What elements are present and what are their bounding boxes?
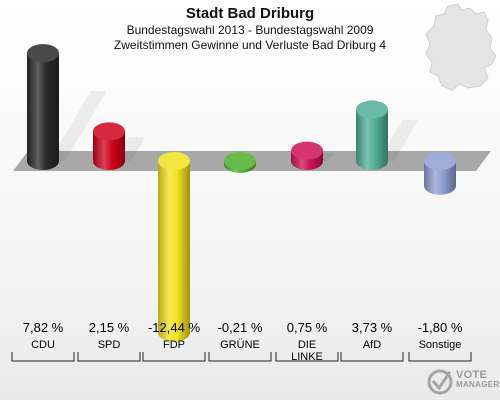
category-bracket (408, 352, 472, 362)
category-label-cdu: CDU (31, 339, 55, 351)
bar-cdu (27, 44, 107, 170)
bar-sonstige (424, 152, 456, 195)
category-bracket (142, 352, 206, 362)
category-label-sonstige: Sonstige (419, 339, 462, 351)
category-label-afd: AfD (363, 339, 381, 351)
value-label-sonstige: -1,80 % (418, 320, 463, 335)
bar-gruene (224, 152, 256, 173)
category-bracket (340, 352, 404, 362)
category-bracket (275, 352, 339, 362)
logo-line-1: VOTE (456, 369, 488, 381)
category-label-gruene: GRÜNE (220, 339, 260, 351)
logo-line-2: MANAGER (456, 380, 500, 389)
vote-manager-logo-text: VOTE MANAGER (456, 370, 499, 390)
bar-afd (356, 100, 419, 170)
category-label-spd: SPD (98, 339, 121, 351)
category-bracket (77, 352, 141, 362)
bar-fdp (158, 152, 190, 342)
value-label-linke: 0,75 % (287, 320, 328, 335)
bar-spd (93, 122, 146, 170)
chart-subtitle: Bundestagswahl 2013 - Bundestagswahl 200… (126, 23, 374, 37)
category-label-linke: LINKE (291, 351, 323, 363)
category-bracket (11, 352, 75, 362)
value-label-fdp: -12,44 % (148, 320, 200, 335)
category-bracket (208, 352, 272, 362)
chart-title: Stadt Bad Driburg (185, 5, 315, 22)
vote-manager-logo-icon (427, 369, 453, 395)
germany-map-icon (425, 3, 497, 91)
bar-linke (291, 141, 334, 170)
value-label-gruene: -0,21 % (218, 320, 263, 335)
chart-description: Zweitstimmen Gewinne und Verluste Bad Dr… (113, 38, 387, 52)
value-label-spd: 2,15 % (89, 320, 130, 335)
category-label-linke: DIE (298, 339, 316, 351)
category-label-fdp: FDP (163, 339, 185, 351)
value-label-afd: 3,73 % (352, 320, 393, 335)
value-label-cdu: 7,82 % (23, 320, 64, 335)
